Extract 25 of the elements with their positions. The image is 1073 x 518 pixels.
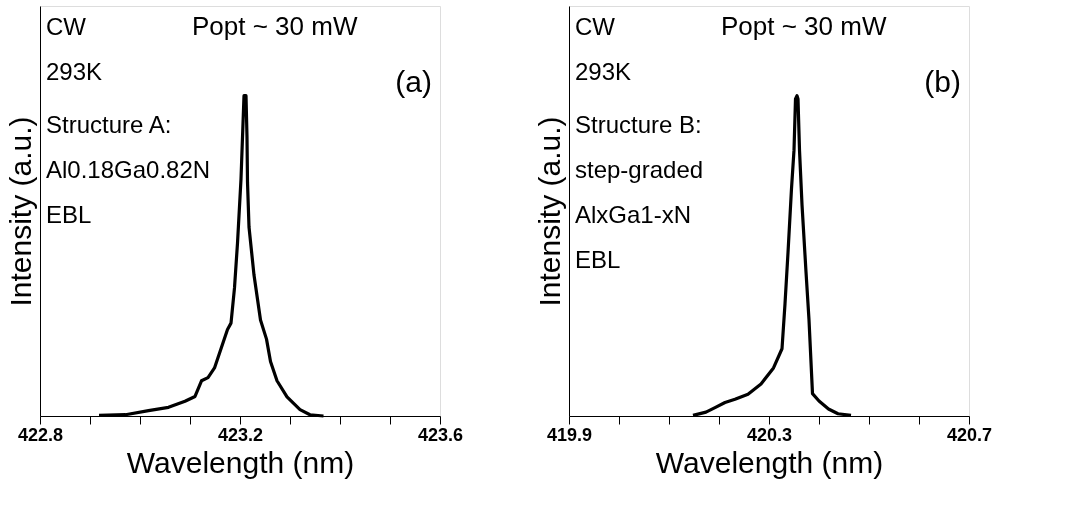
annotation: step-graded	[575, 156, 704, 183]
x-tick-label: 423.2	[217, 424, 264, 445]
x-axis-title: Wavelength (nm)	[655, 445, 884, 479]
annotation: Structure B:	[575, 111, 702, 138]
text: Popt ~ 30 mW	[192, 11, 358, 41]
annotation: AlxGa1-xN	[575, 201, 692, 228]
x-tick-label: 419.9	[546, 424, 593, 445]
x-tick-label: 423.6	[417, 424, 464, 445]
annotation: EBL	[46, 201, 92, 228]
x-tick-label: 422.8	[17, 424, 64, 445]
annotation: Al0.18Ga0.82N	[46, 156, 211, 183]
x-tick-label: 420.7	[946, 424, 993, 445]
annotation: Structure A:	[46, 111, 172, 138]
text: 293K	[46, 58, 103, 85]
annotation: EBL	[575, 246, 621, 273]
text: 293K	[575, 58, 632, 85]
text: Popt ~ 30 mW	[721, 11, 887, 41]
y-axis-title: Intensity (a.u.)	[532, 116, 566, 307]
text: CW	[46, 13, 87, 40]
text: CW	[575, 13, 616, 40]
annotation: (a)	[395, 65, 432, 98]
annotation: (b)	[924, 65, 961, 98]
x-tick-label: 420.3	[746, 424, 793, 445]
x-axis-title: Wavelength (nm)	[126, 445, 355, 479]
y-axis-title: Intensity (a.u.)	[3, 116, 37, 307]
